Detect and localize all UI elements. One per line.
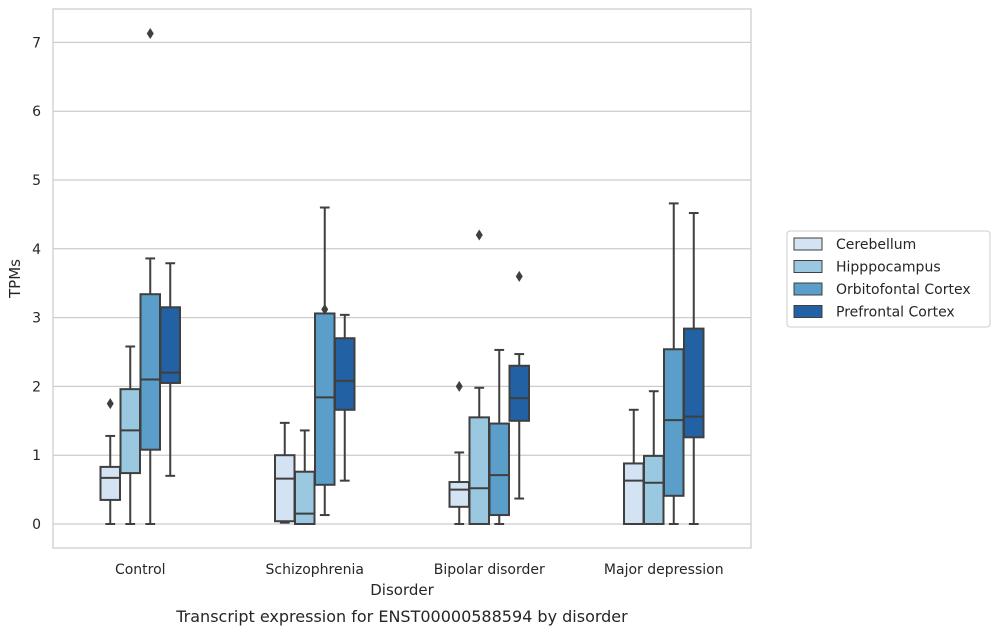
outlier-point xyxy=(321,303,329,315)
y-tick-label: 7 xyxy=(32,35,41,51)
x-tick-label: Control xyxy=(115,562,166,578)
y-tick-label: 5 xyxy=(32,173,41,189)
box-prefrontal-cortex-2 xyxy=(508,270,530,500)
legend-label: Prefrontal Cortex xyxy=(836,305,955,321)
x-axis-ticks: Control Schizophrenia Bipolar disorder Majo… xyxy=(115,562,724,578)
box-hipppocampus-2 xyxy=(468,229,490,525)
outlier-point xyxy=(475,229,483,241)
y-tick-label: 0 xyxy=(32,517,41,533)
outlier-point xyxy=(515,270,523,282)
box-iqr xyxy=(99,465,121,501)
legend: Cerebellum Hipppocampus Orbitofontal Corte… xyxy=(786,230,991,328)
box-iqr xyxy=(508,364,530,422)
legend-swatch xyxy=(793,282,823,296)
legend-item: Prefrontal Cortex xyxy=(793,305,955,321)
box-prefrontal-cortex-0 xyxy=(159,262,181,477)
box-orbitofontal-cortex-0 xyxy=(139,27,161,525)
legend-label: Orbitofontal Cortex xyxy=(836,282,971,298)
legend-item: Orbitofontal Cortex xyxy=(793,282,971,298)
y-tick-label: 3 xyxy=(32,311,41,327)
box-cerebellum-0 xyxy=(99,398,121,525)
box-orbitofontal-cortex-3 xyxy=(663,202,685,525)
box-iqr xyxy=(643,454,665,525)
y-tick-label: 2 xyxy=(32,379,41,395)
y-axis-ticks: 0 1 2 3 4 5 6 7 xyxy=(32,35,41,533)
y-tick-label: 4 xyxy=(32,242,41,258)
box-iqr xyxy=(448,481,470,508)
legend-label: Cerebellum xyxy=(836,237,916,253)
legend-item: Cerebellum xyxy=(793,237,916,253)
y-axis-title: TPMs xyxy=(6,259,24,299)
box-plots xyxy=(99,27,705,526)
box-hipppocampus-3 xyxy=(643,390,665,525)
legend-swatch xyxy=(793,305,823,318)
box-hipppocampus-0 xyxy=(119,345,141,525)
box-hipppocampus-1 xyxy=(294,429,316,526)
box-cerebellum-1 xyxy=(274,421,296,524)
x-axis-title: Disorder xyxy=(370,581,434,599)
box-cerebellum-2 xyxy=(448,380,470,525)
chart-caption: Transcript expression for ENST0000058859… xyxy=(175,607,628,626)
legend-label: Hipppocampus xyxy=(836,260,941,276)
x-tick-label: Bipolar disorder xyxy=(434,562,545,578)
legend-swatch xyxy=(793,237,823,251)
box-cerebellum-3 xyxy=(623,408,645,525)
outlier-point xyxy=(146,27,154,39)
box-orbitofontal-cortex-2 xyxy=(488,348,510,525)
box-iqr xyxy=(488,422,510,517)
box-iqr xyxy=(314,312,336,486)
box-iqr xyxy=(274,454,296,523)
outlier-point xyxy=(106,398,114,410)
plot-frame xyxy=(52,8,752,549)
grid-lines xyxy=(53,41,751,525)
box-prefrontal-cortex-1 xyxy=(334,313,356,482)
x-tick-label: Major depression xyxy=(604,562,724,578)
box-iqr xyxy=(663,348,685,497)
y-tick-label: 6 xyxy=(32,104,41,120)
box-iqr xyxy=(468,416,490,525)
box-iqr xyxy=(294,470,316,526)
box-prefrontal-cortex-3 xyxy=(683,212,705,525)
box-iqr xyxy=(139,293,161,451)
outlier-point xyxy=(455,380,463,392)
box-iqr xyxy=(623,462,645,525)
legend-frame xyxy=(786,230,991,328)
box-iqr xyxy=(159,306,181,384)
x-tick-label: Schizophrenia xyxy=(266,562,364,578)
legend-swatch xyxy=(793,260,823,273)
box-iqr xyxy=(334,337,356,411)
box-orbitofontal-cortex-1 xyxy=(314,206,336,517)
box-iqr xyxy=(683,327,705,439)
legend-item: Hipppocampus xyxy=(793,260,941,276)
y-tick-label: 1 xyxy=(32,448,41,464)
